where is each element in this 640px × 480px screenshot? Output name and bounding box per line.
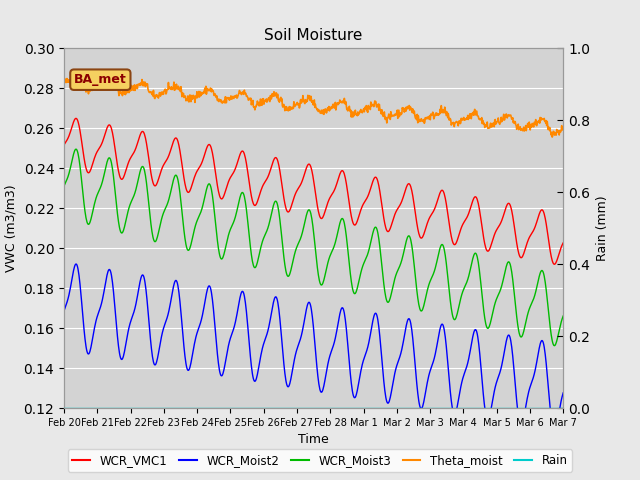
Y-axis label: Rain (mm): Rain (mm) (596, 195, 609, 261)
Y-axis label: VWC (m3/m3): VWC (m3/m3) (5, 184, 18, 272)
X-axis label: Time: Time (298, 433, 329, 446)
Text: BA_met: BA_met (74, 73, 127, 86)
Title: Soil Moisture: Soil Moisture (264, 28, 363, 43)
Legend: WCR_VMC1, WCR_Moist2, WCR_Moist3, Theta_moist, Rain: WCR_VMC1, WCR_Moist2, WCR_Moist3, Theta_… (68, 449, 572, 472)
